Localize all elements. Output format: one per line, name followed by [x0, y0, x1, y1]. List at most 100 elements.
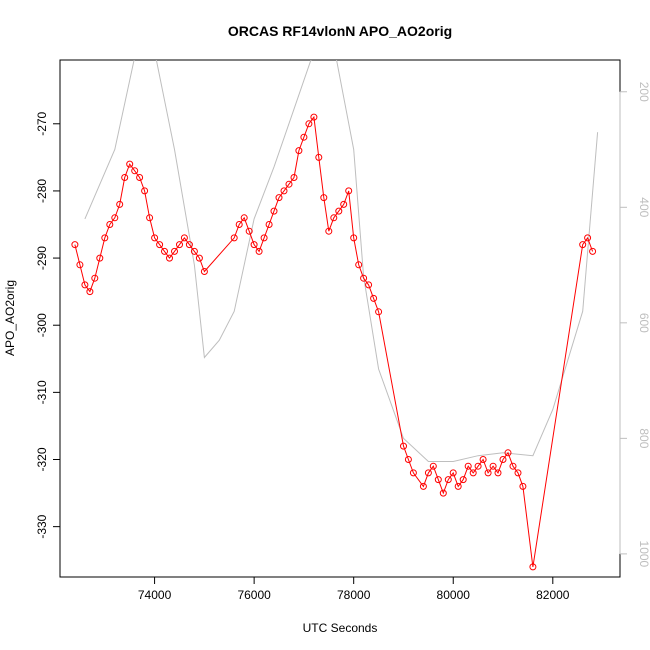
data-point	[335, 207, 343, 215]
data-point	[171, 247, 178, 255]
data-point	[504, 449, 512, 457]
data-point	[195, 254, 203, 262]
data-point	[345, 187, 353, 195]
data-point	[360, 274, 368, 282]
data-point	[315, 153, 323, 161]
data-point	[424, 469, 432, 477]
data-point	[166, 254, 173, 262]
plot-frame	[59, 59, 621, 578]
data-point	[200, 268, 208, 275]
data-point	[325, 227, 333, 235]
data-point	[290, 174, 298, 181]
right-y-tick-label: 1000	[637, 541, 650, 568]
data-point	[509, 462, 517, 470]
data-point	[111, 214, 119, 222]
data-series	[71, 113, 597, 571]
data-point	[365, 281, 373, 289]
data-point	[250, 241, 258, 249]
data-point	[589, 247, 597, 255]
data-point	[151, 234, 159, 242]
x-tick-label: 78000	[337, 588, 371, 602]
data-point	[156, 241, 164, 249]
data-point	[529, 563, 537, 571]
data-point	[375, 308, 383, 316]
data-point	[484, 469, 492, 477]
data-point	[429, 462, 437, 470]
data-point	[370, 294, 378, 302]
data-point	[91, 274, 99, 282]
data-point	[280, 187, 288, 195]
x-tick-label: 76000	[237, 588, 271, 602]
data-point	[146, 214, 154, 222]
data-point	[285, 180, 293, 188]
data-point	[180, 234, 188, 242]
y-tick-label: -310	[35, 380, 49, 404]
data-point	[81, 281, 89, 289]
right-y-tick-label: 800	[637, 428, 650, 448]
y-axis-label: APO_AO2orig	[3, 280, 17, 356]
y-tick-label: -300	[35, 313, 49, 337]
data-point	[355, 261, 363, 269]
data-point	[245, 227, 253, 235]
data-point	[240, 214, 248, 222]
data-point	[190, 247, 198, 255]
right-y-tick-label: 400	[637, 197, 650, 217]
data-point	[126, 160, 134, 168]
data-point	[176, 241, 183, 249]
data-point	[185, 241, 193, 249]
data-point	[409, 469, 417, 477]
right-y-tick-label: 600	[637, 313, 650, 333]
data-point	[474, 462, 482, 470]
data-point	[106, 221, 114, 228]
data-point	[449, 469, 457, 477]
data-point	[514, 469, 522, 477]
y-tick-label: -320	[35, 447, 49, 471]
x-tick-label: 74000	[138, 588, 172, 602]
data-point	[305, 120, 313, 128]
y-tick-label: -270	[35, 111, 49, 135]
y-tick-label: -290	[35, 246, 49, 270]
data-point	[121, 174, 129, 181]
data-point	[86, 288, 94, 296]
x-axis: 74000 76000 78000 80000 82000	[138, 576, 570, 602]
data-point	[230, 234, 238, 242]
series-line	[74, 115, 594, 567]
data-point	[270, 207, 278, 215]
data-point	[340, 200, 348, 208]
data-point	[439, 489, 447, 497]
data-point	[96, 254, 104, 262]
data-point	[320, 194, 328, 202]
chart-title: ORCAS RF14vlonN APO_AO2orig	[228, 23, 452, 39]
data-point	[260, 234, 268, 242]
data-point	[350, 234, 358, 242]
data-point	[444, 476, 452, 484]
data-point	[101, 234, 109, 242]
data-point	[300, 133, 308, 141]
data-point	[76, 261, 84, 269]
data-point	[310, 113, 318, 121]
data-point	[161, 247, 168, 255]
x-axis-label: UTC Seconds	[303, 621, 378, 635]
data-point	[131, 167, 139, 175]
data-point	[400, 442, 407, 450]
data-point	[330, 214, 338, 222]
data-point	[141, 187, 149, 195]
data-point	[494, 469, 502, 477]
y-axis: -270 -280 -290 -300 -310 -320 -330	[35, 111, 61, 539]
data-point	[275, 194, 283, 202]
data-point	[434, 476, 442, 484]
data-point	[235, 221, 243, 228]
y-tick-label: -280	[35, 179, 49, 203]
data-point	[404, 456, 412, 463]
x-tick-label: 82000	[536, 588, 570, 602]
data-point	[464, 462, 472, 470]
data-point	[116, 200, 124, 208]
data-point	[519, 482, 527, 490]
x-tick-label: 80000	[437, 588, 471, 602]
data-point	[71, 241, 79, 249]
data-point	[579, 241, 587, 249]
data-point	[136, 174, 144, 181]
y-tick-label: -330	[35, 514, 49, 538]
secondary-series-line	[84, 60, 599, 462]
